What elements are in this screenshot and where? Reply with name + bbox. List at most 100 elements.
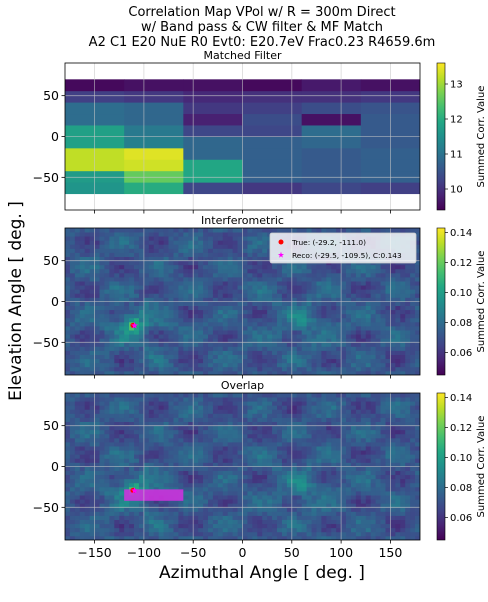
heatmap-cell bbox=[267, 285, 273, 290]
heatmap-cell bbox=[69, 281, 76, 286]
heatmap-cell bbox=[207, 409, 214, 414]
heatmap-cell bbox=[242, 437, 248, 443]
heatmap-cell bbox=[262, 499, 268, 504]
heatmap-cell bbox=[286, 503, 293, 508]
heatmap-cell bbox=[193, 409, 199, 414]
heatmap-cell bbox=[311, 482, 317, 488]
heatmap-cell bbox=[109, 491, 115, 496]
heatmap-cell bbox=[247, 519, 253, 525]
heatmap-cell bbox=[114, 244, 120, 249]
heatmap-cell bbox=[143, 350, 150, 355]
heatmap-cell bbox=[237, 397, 243, 402]
heatmap-cell bbox=[158, 433, 165, 439]
heatmap-cell bbox=[341, 305, 347, 311]
heatmap-cell bbox=[350, 458, 357, 463]
heatmap-cell bbox=[232, 405, 238, 410]
heatmap-cell bbox=[134, 450, 140, 455]
heatmap-cell bbox=[370, 486, 377, 492]
heatmap-cell bbox=[124, 277, 130, 282]
heatmap-cell bbox=[267, 425, 273, 431]
heatmap-cell bbox=[143, 503, 150, 508]
heatmap-cell bbox=[267, 470, 273, 476]
heatmap-cell bbox=[341, 413, 347, 418]
heatmap-cell bbox=[237, 256, 243, 262]
heatmap-cell bbox=[232, 397, 238, 402]
heatmap-cell bbox=[69, 491, 76, 496]
heatmap-cell bbox=[168, 293, 174, 298]
heatmap-cell bbox=[227, 350, 234, 355]
heatmap-cell bbox=[311, 405, 317, 410]
heatmap-cell bbox=[326, 413, 332, 418]
heatmap-cell bbox=[104, 507, 110, 512]
heatmap-cell bbox=[331, 293, 337, 298]
heatmap-cell bbox=[203, 305, 209, 311]
heatmap-cell bbox=[212, 466, 219, 471]
heatmap-cell bbox=[272, 393, 278, 398]
heatmap-cell bbox=[306, 413, 312, 418]
heatmap-cell bbox=[134, 326, 140, 331]
heatmap-cell bbox=[114, 523, 120, 529]
heatmap-cell bbox=[395, 321, 401, 327]
heatmap-cell bbox=[114, 454, 120, 459]
heatmap-cell bbox=[331, 342, 337, 347]
heatmap-cell bbox=[212, 313, 219, 319]
heatmap-cell bbox=[203, 442, 209, 447]
heatmap-cell bbox=[94, 346, 100, 351]
heatmap-cell bbox=[74, 515, 81, 520]
heatmap-cell bbox=[79, 228, 86, 233]
heatmap-cell bbox=[242, 338, 248, 343]
heatmap-cell bbox=[242, 125, 303, 137]
heatmap-cell bbox=[178, 334, 184, 339]
heatmap-cell bbox=[390, 350, 396, 355]
heatmap-cell bbox=[355, 401, 362, 406]
heatmap-cell bbox=[262, 334, 268, 339]
heatmap-cell bbox=[124, 113, 184, 126]
heatmap-cell bbox=[355, 507, 362, 512]
heatmap-cell bbox=[400, 370, 406, 375]
heatmap-cell bbox=[326, 425, 332, 431]
heatmap-cell bbox=[178, 252, 184, 257]
heatmap-cell bbox=[370, 264, 377, 270]
heatmap-cell bbox=[109, 268, 115, 274]
heatmap-cell bbox=[217, 401, 224, 406]
heatmap-cell bbox=[207, 450, 214, 455]
colorbar bbox=[436, 227, 446, 376]
heatmap-cell bbox=[168, 321, 174, 327]
heatmap-cell bbox=[252, 260, 258, 266]
heatmap-cell bbox=[193, 338, 199, 343]
heatmap-cell bbox=[365, 535, 372, 540]
heatmap-cell bbox=[79, 495, 86, 500]
heatmap-cell bbox=[114, 370, 120, 375]
heatmap-cell bbox=[74, 499, 81, 504]
heatmap-cell bbox=[138, 334, 145, 339]
heatmap-cell bbox=[370, 450, 377, 455]
heatmap-cell bbox=[207, 366, 214, 372]
heatmap-cell bbox=[188, 397, 194, 402]
heatmap-cell bbox=[158, 393, 165, 398]
heatmap-cell bbox=[158, 409, 165, 414]
heatmap-cell bbox=[84, 462, 91, 467]
heatmap-cell bbox=[198, 370, 204, 375]
heatmap-cell bbox=[326, 297, 332, 302]
heatmap-cell bbox=[99, 523, 105, 529]
heatmap-cell bbox=[168, 437, 174, 443]
heatmap-cell bbox=[99, 277, 105, 282]
heatmap-cell bbox=[360, 425, 367, 431]
heatmap-cell bbox=[222, 346, 229, 351]
heatmap-cell bbox=[400, 342, 406, 347]
heatmap-cell bbox=[109, 523, 115, 529]
heatmap-cell bbox=[217, 260, 224, 266]
heatmap-cell bbox=[306, 289, 312, 294]
heatmap-cell bbox=[129, 317, 135, 323]
heatmap-cell bbox=[153, 433, 160, 439]
heatmap-cell bbox=[311, 535, 317, 540]
heatmap-cell bbox=[400, 358, 406, 364]
heatmap-cell bbox=[203, 260, 209, 266]
heatmap-cell bbox=[281, 486, 288, 492]
heatmap-cell bbox=[232, 454, 238, 459]
heatmap-cell bbox=[69, 429, 76, 435]
heatmap-cell bbox=[84, 474, 91, 480]
heatmap-cell bbox=[168, 334, 174, 339]
heatmap-cell bbox=[183, 289, 189, 294]
heatmap-cell bbox=[277, 499, 283, 504]
